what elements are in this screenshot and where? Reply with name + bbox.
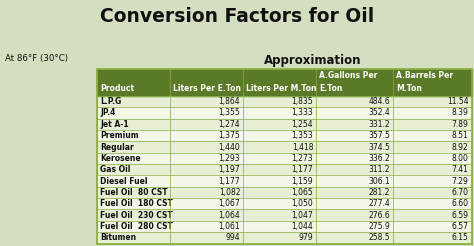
- Bar: [97, 187, 472, 198]
- Bar: [97, 107, 472, 119]
- Text: Regular: Regular: [100, 142, 134, 152]
- Text: 306.1: 306.1: [368, 177, 390, 185]
- Text: 336.2: 336.2: [368, 154, 390, 163]
- Text: 1,864: 1,864: [219, 97, 240, 106]
- Text: 484.6: 484.6: [368, 97, 390, 106]
- Text: 1,061: 1,061: [219, 222, 240, 231]
- Text: 276.6: 276.6: [368, 211, 390, 220]
- Text: Jet A-1: Jet A-1: [100, 120, 129, 129]
- Text: 979: 979: [299, 233, 313, 242]
- Text: 7.41: 7.41: [452, 165, 469, 174]
- Text: 1,044: 1,044: [292, 222, 313, 231]
- Text: L.P.G: L.P.G: [100, 97, 121, 106]
- Text: 994: 994: [226, 233, 240, 242]
- Text: Diesel Fuel: Diesel Fuel: [100, 177, 148, 185]
- Bar: [97, 153, 472, 164]
- Text: 1,254: 1,254: [292, 120, 313, 129]
- Text: JP.4: JP.4: [100, 108, 116, 118]
- Text: 311.2: 311.2: [368, 165, 390, 174]
- Text: 258.5: 258.5: [368, 233, 390, 242]
- Text: 352.4: 352.4: [368, 108, 390, 118]
- Text: 7.29: 7.29: [452, 177, 469, 185]
- Bar: [97, 96, 472, 107]
- Text: 6.70: 6.70: [452, 188, 469, 197]
- Text: 1,333: 1,333: [292, 108, 313, 118]
- Bar: [97, 119, 472, 130]
- Text: 6.59: 6.59: [452, 211, 469, 220]
- Text: Bitumen: Bitumen: [100, 233, 137, 242]
- Text: M.Ton: M.Ton: [396, 84, 422, 93]
- Text: 1,082: 1,082: [219, 188, 240, 197]
- Bar: [97, 175, 472, 187]
- Text: Liters Per M.Ton: Liters Per M.Ton: [246, 84, 317, 93]
- Text: 1,274: 1,274: [219, 120, 240, 129]
- Text: 1,375: 1,375: [219, 131, 240, 140]
- Text: 1,355: 1,355: [219, 108, 240, 118]
- Text: 6.15: 6.15: [452, 233, 469, 242]
- Bar: [97, 221, 472, 232]
- Text: 6.60: 6.60: [452, 199, 469, 208]
- Text: Fuel Oil  230 CST: Fuel Oil 230 CST: [100, 211, 173, 220]
- Text: 1,177: 1,177: [219, 177, 240, 185]
- Text: 1,065: 1,065: [292, 188, 313, 197]
- Bar: [97, 130, 472, 141]
- Text: A.Barrels Per: A.Barrels Per: [396, 71, 453, 80]
- Text: E.Ton: E.Ton: [319, 84, 343, 93]
- Text: 1,197: 1,197: [219, 165, 240, 174]
- Text: Kerosene: Kerosene: [100, 154, 141, 163]
- Text: 277.4: 277.4: [368, 199, 390, 208]
- Text: Approximation: Approximation: [264, 54, 362, 67]
- Text: 281.2: 281.2: [369, 188, 390, 197]
- Text: 1,273: 1,273: [292, 154, 313, 163]
- Text: 357.5: 357.5: [368, 131, 390, 140]
- Text: 6.57: 6.57: [452, 222, 469, 231]
- Text: Fuel Oil  280 CST: Fuel Oil 280 CST: [100, 222, 173, 231]
- Text: Gas Oil: Gas Oil: [100, 165, 130, 174]
- Text: 331.2: 331.2: [368, 120, 390, 129]
- Text: 1,440: 1,440: [219, 142, 240, 152]
- Text: 1,835: 1,835: [292, 97, 313, 106]
- Text: Fuel Oil  180 CST: Fuel Oil 180 CST: [100, 199, 173, 208]
- Text: 1,047: 1,047: [292, 211, 313, 220]
- Text: 8.00: 8.00: [452, 154, 469, 163]
- Text: 1,064: 1,064: [219, 211, 240, 220]
- Text: Product: Product: [100, 84, 134, 93]
- Text: 1,159: 1,159: [292, 177, 313, 185]
- Text: 7.89: 7.89: [452, 120, 469, 129]
- Text: 1,353: 1,353: [292, 131, 313, 140]
- Text: 8.92: 8.92: [452, 142, 469, 152]
- Text: A.Gallons Per: A.Gallons Per: [319, 71, 378, 80]
- Bar: [97, 164, 472, 175]
- Text: 1,418: 1,418: [292, 142, 313, 152]
- Text: 11.54: 11.54: [447, 97, 469, 106]
- Text: Conversion Factors for Oil: Conversion Factors for Oil: [100, 7, 374, 26]
- Bar: [97, 141, 472, 153]
- Text: 275.9: 275.9: [368, 222, 390, 231]
- Text: Fuel Oil  80 CST: Fuel Oil 80 CST: [100, 188, 168, 197]
- Text: 8.51: 8.51: [452, 131, 469, 140]
- Text: 1,050: 1,050: [292, 199, 313, 208]
- Text: At 86°F (30°C): At 86°F (30°C): [5, 54, 68, 63]
- Bar: [97, 198, 472, 210]
- Text: 8.39: 8.39: [452, 108, 469, 118]
- Text: 1,177: 1,177: [292, 165, 313, 174]
- Bar: [97, 210, 472, 221]
- Text: Premium: Premium: [100, 131, 139, 140]
- Bar: [97, 232, 472, 244]
- Text: 374.5: 374.5: [368, 142, 390, 152]
- Text: 1,067: 1,067: [219, 199, 240, 208]
- Text: 1,293: 1,293: [219, 154, 240, 163]
- Bar: [97, 69, 472, 96]
- Text: Liters Per E.Ton: Liters Per E.Ton: [173, 84, 241, 93]
